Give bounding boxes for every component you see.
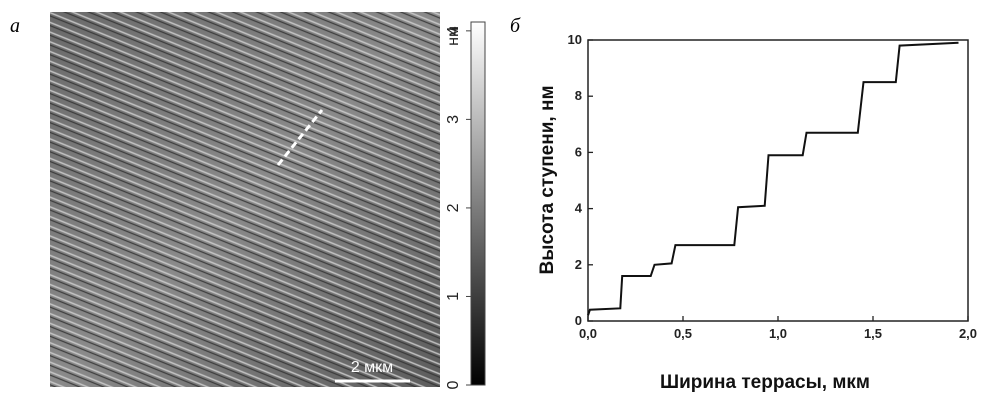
x-tick-label: 0,5 xyxy=(674,326,692,341)
figure: а б 2 мкм Ширина террасы, мкм Высота сту… xyxy=(0,0,987,401)
y-tick-label: 10 xyxy=(568,32,582,47)
data-line xyxy=(588,43,959,316)
x-axis-label: Ширина террасы, мкм xyxy=(660,372,870,393)
colorbar xyxy=(471,22,485,385)
colorbar-tick-label: 2 xyxy=(445,203,462,212)
x-tick-label: 0,0 xyxy=(579,326,597,341)
y-tick-label: 8 xyxy=(575,88,582,103)
afm-image: 2 мкм xyxy=(50,12,440,387)
panel-label: а xyxy=(10,15,20,37)
y-tick-label: 2 xyxy=(575,257,582,272)
colorbar-unit: нм xyxy=(445,26,462,46)
plot: Ширина террасы, мкм Высота ступени, нм xyxy=(537,40,968,393)
colorbar-tick-label: 3 xyxy=(445,115,462,124)
colorbar-tick-label: 1 xyxy=(445,292,462,301)
y-tick-label: 6 xyxy=(575,144,582,159)
x-tick-label: 1,5 xyxy=(864,326,882,341)
y-axis-label: Высота ступени, нм xyxy=(537,86,558,275)
scale-bar-label: 2 мкм xyxy=(351,359,393,376)
x-tick-label: 1,0 xyxy=(769,326,787,341)
y-tick-label: 4 xyxy=(575,201,583,216)
x-tick-label: 2,0 xyxy=(959,326,977,341)
colorbar-tick-label: 0 xyxy=(445,380,462,389)
panel-label: б xyxy=(510,15,521,37)
page: а б 2 мкм Ширина террасы, мкм Высота сту… xyxy=(0,0,987,401)
